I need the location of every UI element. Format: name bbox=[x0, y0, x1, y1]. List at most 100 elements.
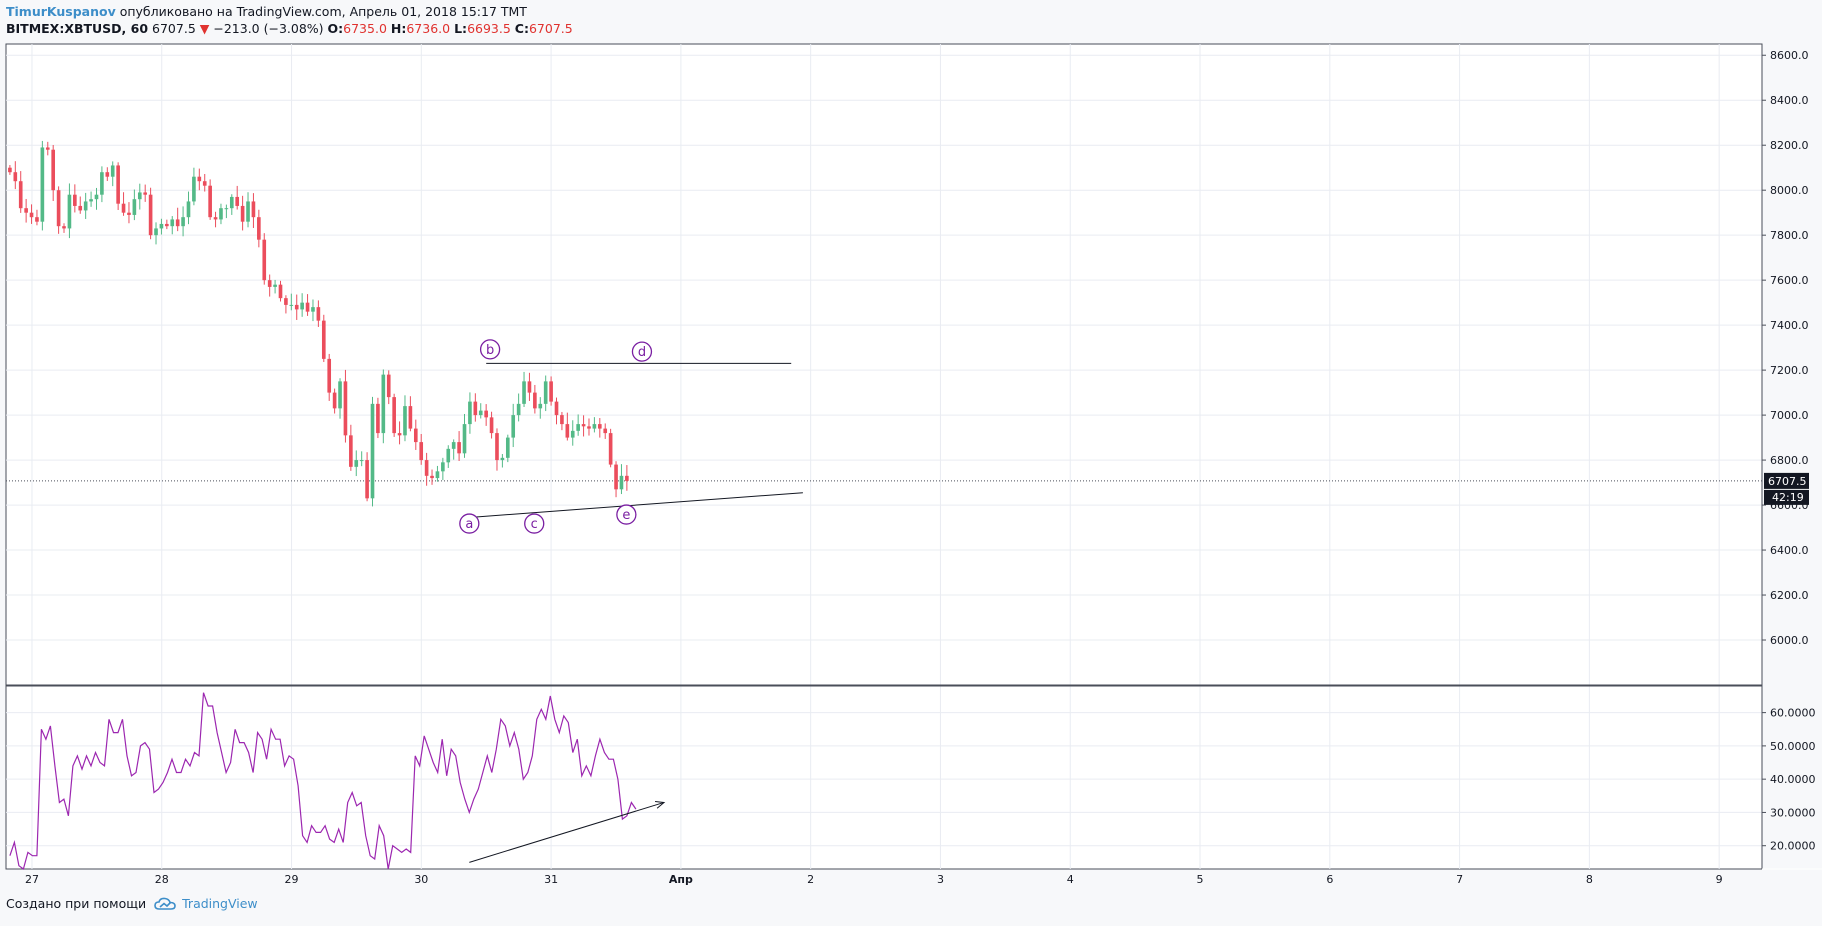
price-tick-label: 8000.0 bbox=[1770, 184, 1809, 197]
time-tick-label: 28 bbox=[155, 873, 169, 886]
candle-body bbox=[89, 199, 93, 202]
candle-body bbox=[170, 219, 175, 227]
candle-body bbox=[538, 403, 543, 409]
candle-body bbox=[29, 212, 34, 218]
price-tick-label: 7800.0 bbox=[1770, 229, 1809, 242]
candle-body bbox=[370, 403, 375, 499]
wave-label-a: a bbox=[465, 517, 473, 532]
price-tick-label: 7200.0 bbox=[1770, 364, 1809, 377]
candle-body bbox=[581, 424, 586, 427]
candle-body bbox=[424, 460, 429, 476]
candle-body bbox=[224, 208, 229, 210]
open-label: O: bbox=[327, 21, 344, 36]
candle-body bbox=[597, 424, 602, 429]
candle-body bbox=[51, 149, 56, 191]
candle-body bbox=[186, 201, 191, 218]
countdown-badge bbox=[1764, 489, 1809, 505]
candle-body bbox=[505, 437, 510, 458]
candle-body bbox=[376, 403, 380, 434]
candle-body bbox=[137, 192, 142, 200]
candle-body bbox=[219, 208, 223, 220]
cloud-icon bbox=[154, 897, 176, 910]
time-tick-label: 31 bbox=[544, 873, 558, 886]
oscillator-tick-label: 60.0000 bbox=[1770, 707, 1816, 720]
time-tick-label: 8 bbox=[1586, 873, 1593, 886]
trendline bbox=[469, 492, 803, 518]
candle-body bbox=[197, 176, 202, 182]
candle-body bbox=[213, 217, 218, 220]
candle-body bbox=[67, 194, 72, 229]
candle-body bbox=[100, 172, 104, 195]
time-tick-label: 27 bbox=[25, 873, 39, 886]
candle-body bbox=[462, 424, 467, 454]
oscillator-series-line bbox=[9, 692, 637, 871]
candle-body bbox=[468, 401, 472, 425]
candle-body bbox=[148, 194, 153, 236]
brand-text: TradingView bbox=[182, 896, 258, 911]
candle-body bbox=[229, 196, 234, 209]
candle-body bbox=[587, 426, 591, 429]
candle-body bbox=[246, 201, 250, 222]
oscillator-axis[interactable]: 20.0000 30.0000 40.0000 50.0000 60.0000 bbox=[1762, 707, 1816, 853]
candle-body bbox=[262, 239, 267, 281]
candle-body bbox=[251, 201, 256, 218]
high-label: H: bbox=[390, 21, 407, 36]
wave-label-b: b bbox=[486, 343, 494, 358]
oscillator-tick-label: 20.0000 bbox=[1770, 840, 1816, 853]
price-tick-label: 7000.0 bbox=[1770, 409, 1809, 422]
change-text: −213.0 (−3.08%) bbox=[213, 21, 324, 36]
time-tick-label: 5 bbox=[1197, 873, 1204, 886]
candle-body bbox=[386, 374, 391, 398]
candle-body bbox=[403, 406, 407, 436]
wave-labels[interactable]: a b c d e bbox=[459, 339, 653, 534]
candle-body bbox=[408, 406, 413, 429]
candle-body bbox=[202, 181, 207, 186]
candle-body bbox=[478, 410, 483, 416]
candle-body bbox=[441, 462, 445, 472]
candle-body bbox=[338, 381, 342, 409]
candle-body bbox=[127, 212, 131, 215]
high-value: 6736.0 bbox=[406, 21, 451, 36]
open-value: 6735.0 bbox=[343, 21, 387, 36]
candle-body bbox=[435, 471, 440, 479]
time-tick-label: 2 bbox=[807, 873, 814, 886]
last-price-badge-text: 6707.5 bbox=[1768, 475, 1807, 488]
candle-body bbox=[154, 228, 158, 236]
price-badges: 6707.5 42:19 bbox=[1764, 472, 1809, 505]
candle-body bbox=[511, 415, 516, 438]
candle-body bbox=[543, 381, 548, 404]
time-tick-label: 30 bbox=[414, 873, 428, 886]
price-axis[interactable]: 6000.06200.06400.06600.06800.07000.07200… bbox=[1762, 49, 1809, 647]
price-tick-label: 7400.0 bbox=[1770, 319, 1809, 332]
candle-body bbox=[132, 199, 137, 215]
candle-body bbox=[327, 358, 332, 393]
footer: Создано при помощи TradingView bbox=[6, 896, 258, 911]
tradingview-logo[interactable]: TradingView bbox=[154, 896, 258, 911]
candle-body bbox=[343, 381, 348, 436]
author-link[interactable]: TimurKuspanov bbox=[6, 4, 116, 19]
published-text: опубликовано на TradingView.com, Апрель … bbox=[119, 4, 527, 19]
trendlines[interactable] bbox=[469, 362, 803, 518]
time-tick-label: 4 bbox=[1067, 873, 1074, 886]
wave-label-circle bbox=[479, 339, 501, 360]
price-tick-label: 8200.0 bbox=[1770, 139, 1809, 152]
candle-body bbox=[419, 442, 424, 461]
symbol-label[interactable]: BITMEX:XBTUSD, 60 bbox=[6, 21, 149, 36]
candle-body bbox=[159, 223, 164, 229]
grid bbox=[6, 44, 1762, 869]
candle-body bbox=[273, 284, 277, 287]
wave-label-d: d bbox=[638, 345, 646, 360]
candle-body bbox=[554, 401, 559, 416]
time-axis[interactable]: 27 28 29 30 31 Апр 2 3 4 5 6 7 8 9 bbox=[25, 873, 1723, 886]
candle-body bbox=[619, 475, 624, 490]
candle-body bbox=[192, 176, 196, 202]
candle-body bbox=[576, 424, 580, 431]
candle-body bbox=[294, 304, 299, 310]
candle-body bbox=[40, 147, 45, 222]
candle-body bbox=[495, 433, 499, 461]
price-tick-label: 6400.0 bbox=[1770, 544, 1809, 557]
wave-label-e: e bbox=[622, 508, 630, 523]
candle-body bbox=[240, 205, 245, 222]
oscillator-trend-arrow[interactable] bbox=[469, 801, 666, 863]
